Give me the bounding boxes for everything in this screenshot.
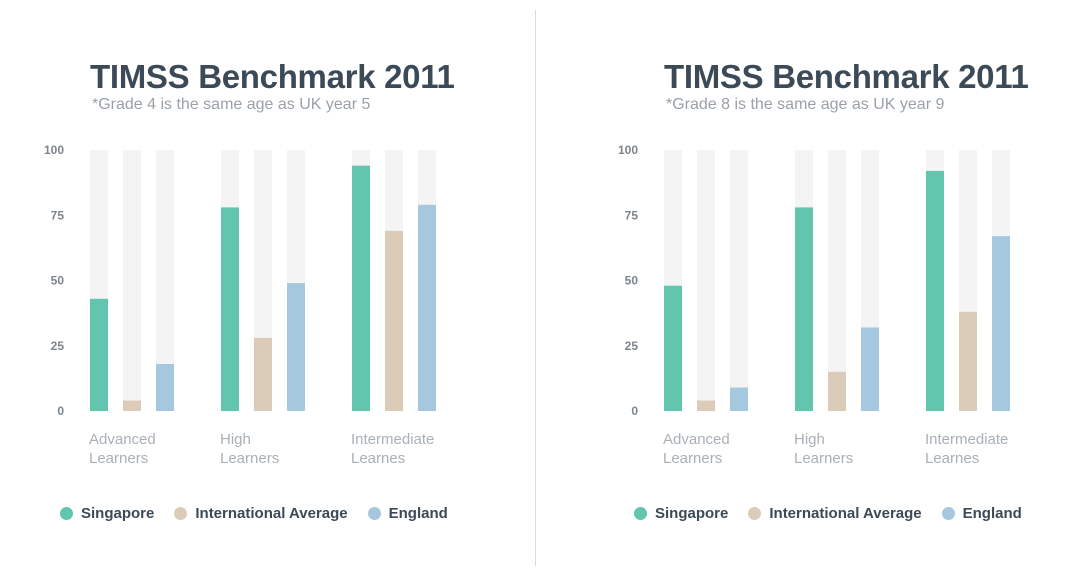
y-tick-label: 50 <box>625 274 639 288</box>
legend-label: Singapore <box>81 505 155 522</box>
legend-swatch-england <box>367 507 381 520</box>
legend-item-international-average: International Average <box>748 505 922 522</box>
chart-title: TIMSS Benchmark 2011 <box>664 58 1029 95</box>
y-tick-label: 100 <box>44 143 64 157</box>
bar-england <box>156 364 174 411</box>
chart-subtitle: *Grade 8 is the same age as UK year 9 <box>666 96 945 113</box>
bar-singapore <box>221 207 239 411</box>
legend-item-england: England <box>367 505 448 522</box>
x-category-label: Advanced Learners <box>663 431 730 467</box>
chart-panel-grade-4: TIMSS Benchmark 2011 *Grade 4 is the sam… <box>40 0 540 573</box>
chart-legend: Singapore International Average England <box>634 505 1042 522</box>
bar-chart-plot: 0 25 50 75 100 Advanced Learners High Learners In… <box>44 143 436 467</box>
bar-international-average <box>123 400 141 411</box>
legend-item-international-average: International Average <box>174 505 348 522</box>
x-category-label: Intermediate Learnes <box>351 431 434 467</box>
x-category-label: High Learners <box>220 431 279 467</box>
bar-singapore <box>352 165 370 411</box>
bar-international-average <box>828 371 846 411</box>
legend-item-singapore: Singapore <box>60 505 154 522</box>
y-tick-label: 0 <box>631 404 638 418</box>
legend-label: International Average <box>769 505 922 522</box>
bar-singapore <box>795 207 813 411</box>
chart-legend: Singapore International Average England <box>60 505 468 522</box>
chart-title: TIMSS Benchmark 2011 <box>90 58 455 95</box>
bar-singapore <box>664 285 682 411</box>
bar-track <box>730 150 748 411</box>
bar-england <box>992 236 1010 411</box>
bar-track <box>123 150 141 411</box>
x-category-label: Advanced Learners <box>89 431 156 467</box>
bar-track <box>828 150 846 411</box>
legend-swatch-singapore <box>634 507 647 520</box>
x-category-label: Intermediate Learnes <box>925 431 1008 467</box>
y-tick-label: 75 <box>51 208 65 222</box>
panel-divider <box>535 10 536 566</box>
legend-label: International Average <box>195 505 348 522</box>
bar-england <box>730 387 748 411</box>
y-tick-label: 25 <box>625 339 639 353</box>
bar-track <box>697 150 715 411</box>
bar-singapore <box>90 298 108 411</box>
y-tick-label: 25 <box>51 339 65 353</box>
bar-england <box>287 283 305 411</box>
y-tick-label: 50 <box>51 274 65 288</box>
y-tick-label: 75 <box>625 208 639 222</box>
bar-chart-plot: 0 25 50 75 100 Advanced Learners High Learners In… <box>618 143 1010 467</box>
legend-swatch-international-average <box>174 507 188 520</box>
bar-singapore <box>926 170 944 411</box>
bar-track <box>156 150 174 411</box>
chart-panel-grade-8: TIMSS Benchmark 2011 *Grade 8 is the sam… <box>614 0 1080 573</box>
bar-england <box>418 204 436 411</box>
legend-item-england: England <box>941 505 1022 522</box>
legend-label: England <box>962 505 1022 522</box>
bar-international-average <box>385 230 403 411</box>
legend-swatch-england <box>941 507 955 520</box>
legend-item-singapore: Singapore <box>634 505 728 522</box>
chart-subtitle: *Grade 4 is the same age as UK year 5 <box>92 96 371 113</box>
x-category-label: High Learners <box>794 431 853 467</box>
legend-label: England <box>388 505 448 522</box>
y-tick-label: 100 <box>618 143 638 157</box>
y-tick-label: 0 <box>57 404 64 418</box>
bar-england <box>861 327 879 411</box>
bar-international-average <box>697 400 715 411</box>
legend-swatch-international-average <box>748 507 762 520</box>
legend-label: Singapore <box>655 505 729 522</box>
bar-international-average <box>254 337 272 411</box>
bar-international-average <box>959 311 977 411</box>
legend-swatch-singapore <box>60 507 73 520</box>
